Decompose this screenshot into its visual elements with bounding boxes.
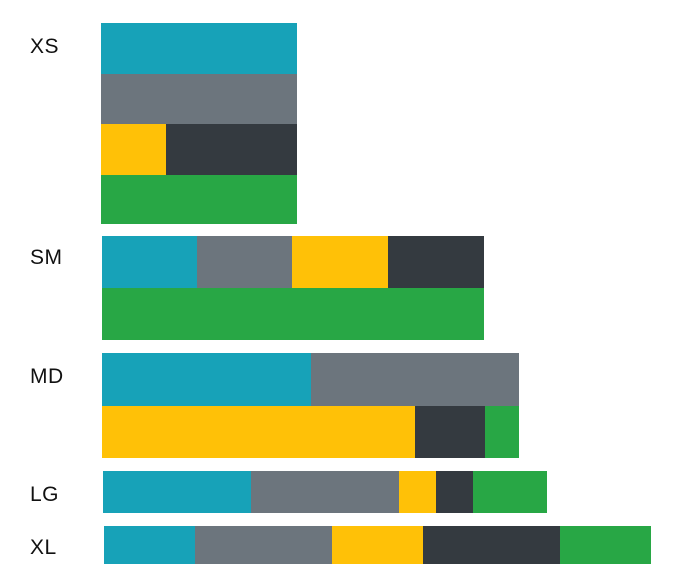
lg-yellow-block — [399, 471, 436, 513]
xs-row2-gray-block — [101, 74, 297, 124]
sm-row1-yellow-block — [292, 236, 388, 288]
breakpoint-label-xl: XL — [30, 536, 57, 559]
breakpoint-label-lg: LG — [30, 483, 60, 506]
sm-row1-gray-block — [197, 236, 292, 288]
xl-yellow-block — [332, 526, 423, 564]
breakpoint-label-md: MD — [30, 365, 64, 388]
md-row1-gray-block — [311, 353, 519, 406]
breakpoint-label-sm: SM — [30, 246, 63, 269]
xl-dark-block — [423, 526, 560, 564]
breakpoint-label-xs: XS — [30, 35, 60, 58]
sm-row1-teal-block — [102, 236, 197, 288]
md-row2-dark-block — [415, 406, 485, 458]
lg-teal-block — [103, 471, 251, 513]
xl-teal-block — [104, 526, 195, 564]
lg-green-block — [473, 471, 547, 513]
md-row2-green-block — [485, 406, 519, 458]
xs-row3-dark-block — [166, 124, 297, 175]
xs-row1-teal-block — [101, 23, 297, 74]
md-row2-yellow-block — [102, 406, 415, 458]
lg-dark-block — [436, 471, 473, 513]
sm-row1-dark-block — [388, 236, 484, 288]
xl-green-block — [560, 526, 651, 564]
xl-gray-block — [195, 526, 332, 564]
sm-row2-green-block — [102, 288, 484, 340]
xs-row4-green-block — [101, 175, 297, 224]
xs-row3-yellow-block — [101, 124, 166, 175]
lg-gray-block — [251, 471, 399, 513]
md-row1-teal-block — [102, 353, 311, 406]
